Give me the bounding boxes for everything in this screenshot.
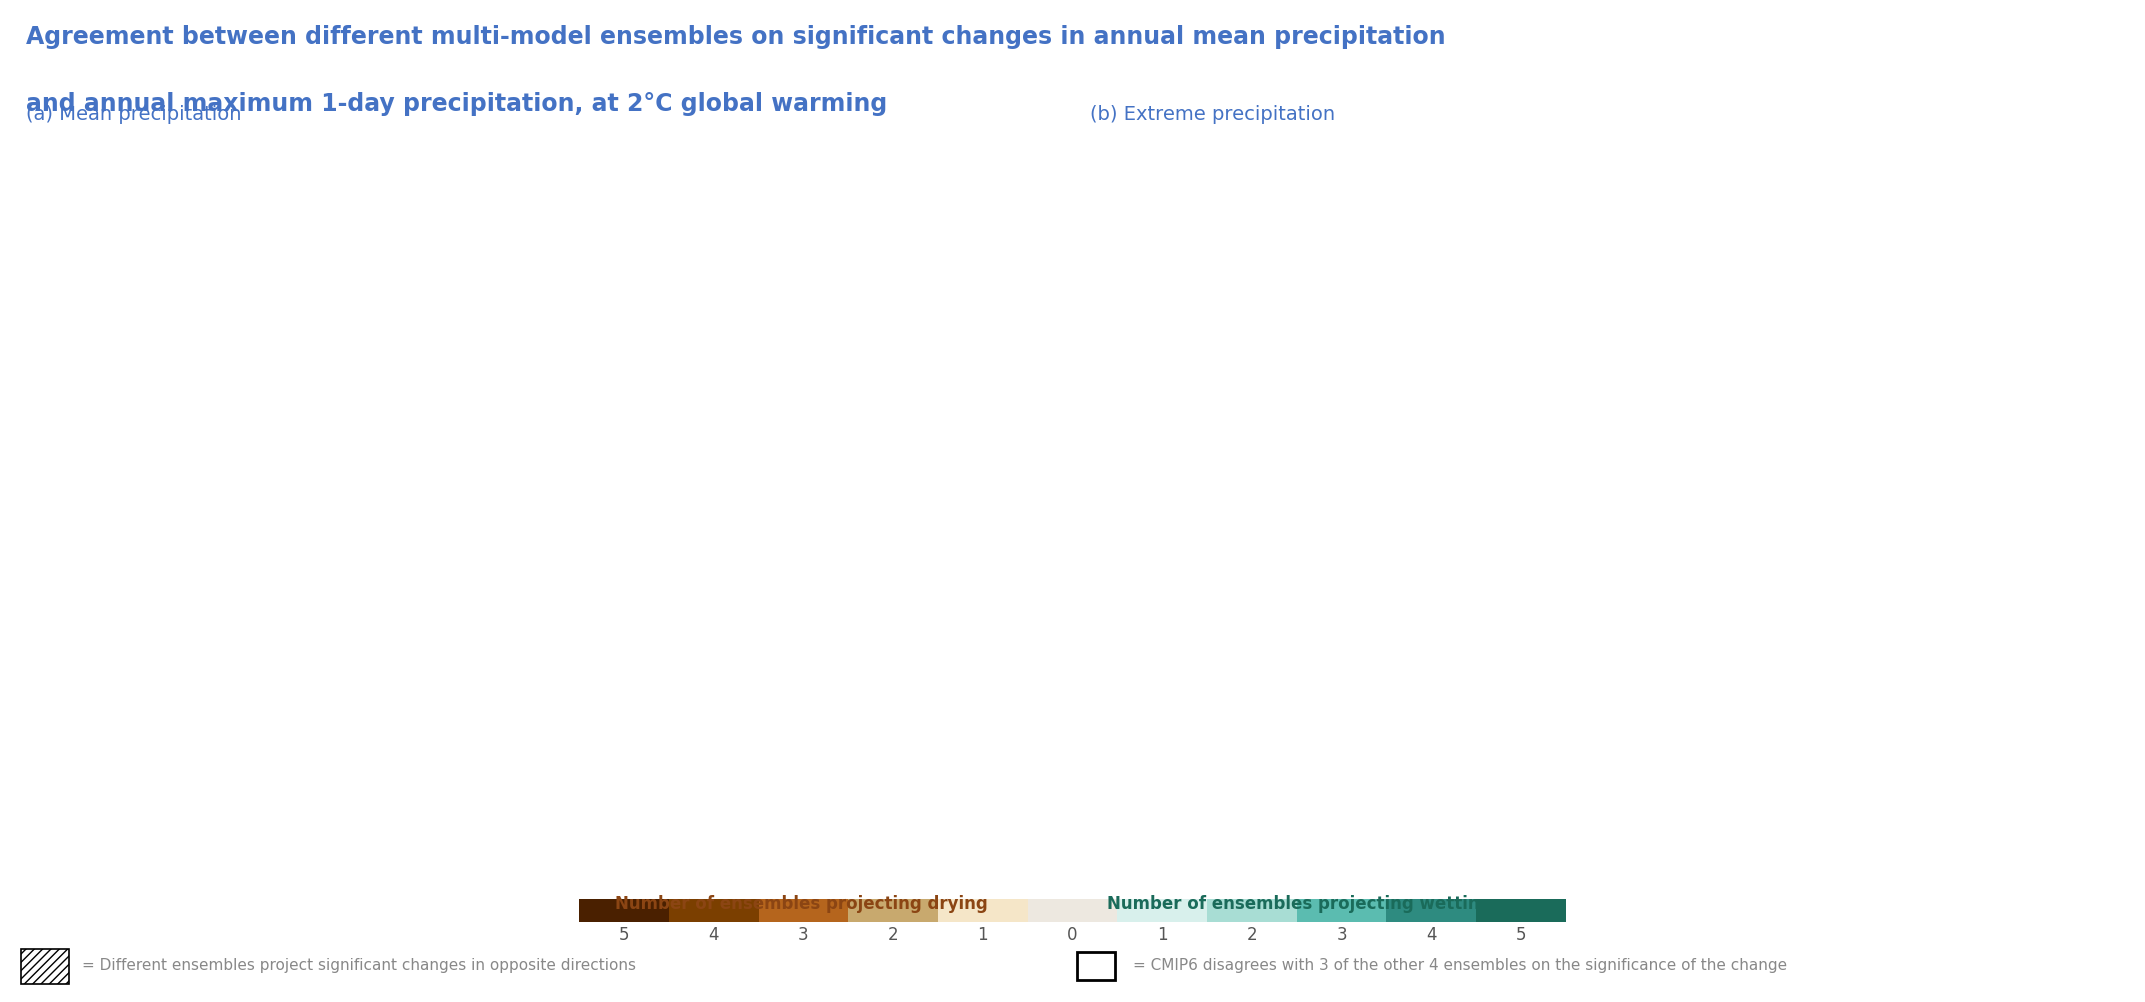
Bar xyxy=(937,899,1027,922)
Bar xyxy=(1298,899,1386,922)
Text: Agreement between different multi-model ensembles on significant changes in annu: Agreement between different multi-model … xyxy=(26,25,1446,49)
Bar xyxy=(1118,899,1208,922)
Bar xyxy=(1208,899,1298,922)
Text: = Different ensembles project significant changes in opposite directions: = Different ensembles project significan… xyxy=(82,959,635,973)
Text: (a) Mean precipitation: (a) Mean precipitation xyxy=(26,105,240,124)
Text: 3: 3 xyxy=(798,926,809,944)
Text: Number of ensembles projecting drying: Number of ensembles projecting drying xyxy=(616,895,987,913)
Text: 0: 0 xyxy=(1068,926,1077,944)
Bar xyxy=(759,899,847,922)
Bar xyxy=(579,899,669,922)
Text: = CMIP6 disagrees with 3 of the other 4 ensembles on the significance of the cha: = CMIP6 disagrees with 3 of the other 4 … xyxy=(1133,959,1787,973)
Text: 5: 5 xyxy=(618,926,628,944)
Text: 5: 5 xyxy=(1517,926,1527,944)
Bar xyxy=(1077,952,1115,980)
Text: 4: 4 xyxy=(708,926,719,944)
Bar xyxy=(1476,899,1566,922)
Bar xyxy=(1386,899,1476,922)
Text: Number of ensembles projecting wetting: Number of ensembles projecting wetting xyxy=(1107,895,1491,913)
Text: 2: 2 xyxy=(1246,926,1257,944)
Text: 4: 4 xyxy=(1426,926,1437,944)
Text: 2: 2 xyxy=(888,926,899,944)
Text: 1: 1 xyxy=(978,926,989,944)
Bar xyxy=(1027,899,1118,922)
Bar xyxy=(669,899,759,922)
Text: 1: 1 xyxy=(1156,926,1167,944)
Text: and annual maximum 1-day precipitation, at 2°C global warming: and annual maximum 1-day precipitation, … xyxy=(26,92,888,116)
Text: 3: 3 xyxy=(1336,926,1347,944)
Bar xyxy=(847,899,937,922)
Text: (b) Extreme precipitation: (b) Extreme precipitation xyxy=(1090,105,1334,124)
